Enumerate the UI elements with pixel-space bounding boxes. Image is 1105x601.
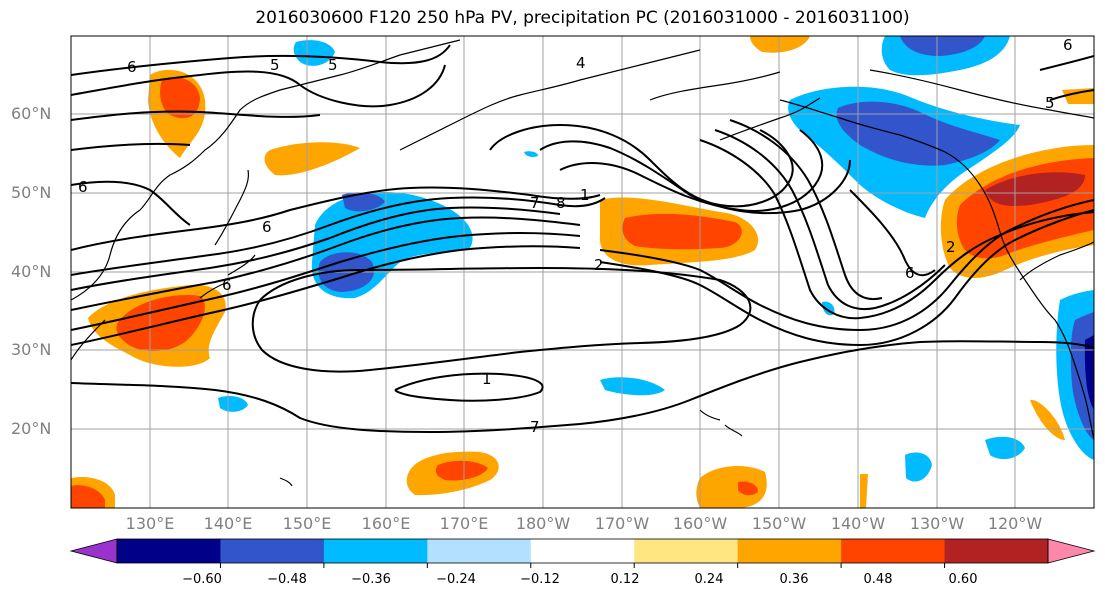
contour-label: 6 — [1063, 36, 1073, 54]
contour-label: 5 — [1045, 94, 1055, 112]
contour-label: 8 — [556, 194, 566, 212]
colorbar-tick-label: −0.36 — [351, 572, 391, 587]
lat-label: 60°N — [11, 104, 52, 123]
map-title: 2016030600 F120 250 hPa PV, precipitatio… — [255, 8, 910, 28]
colorbar-segment — [841, 539, 946, 563]
contour-label: 4 — [576, 54, 586, 72]
lon-label: 180°W — [515, 514, 571, 533]
colorbar-tick-label: 0.24 — [694, 572, 724, 587]
colorbar-segment — [634, 539, 739, 563]
lat-label: 30°N — [11, 340, 52, 359]
lon-label: 140°E — [203, 514, 253, 533]
contour-labels: 6 5 5 4 6 6 7 8 1 2 1 7 6 2 6 5 6 — [78, 36, 1073, 436]
contour-label: 1 — [580, 186, 590, 204]
colorbar-segment — [530, 539, 635, 563]
contour-label: 6 — [905, 264, 915, 282]
contour-label: 5 — [328, 56, 338, 74]
lon-label: 120°W — [987, 514, 1043, 533]
colorbar-tick-label: −0.60 — [182, 572, 222, 587]
colorbar-segment — [944, 539, 1049, 563]
contour-label: 7 — [530, 194, 540, 212]
contour-label: 6 — [222, 276, 232, 294]
coastlines — [71, 39, 1094, 487]
contour-label: 2 — [946, 238, 956, 256]
precipitation-shading — [71, 36, 1094, 508]
contour-label: 6 — [262, 218, 272, 236]
lon-label: 170°E — [439, 514, 489, 533]
pv-contours — [71, 44, 1094, 434]
colorbar-segments — [117, 539, 1049, 563]
colorbar-extend-min — [71, 539, 117, 563]
colorbar-tick-label: 0.12 — [610, 572, 640, 587]
colorbar-segment — [323, 539, 428, 563]
lon-label: 150°E — [282, 514, 332, 533]
colorbar-tick-label: −0.24 — [436, 572, 476, 587]
colorbar-tick-label: 0.48 — [863, 572, 893, 587]
contour-label: 7 — [530, 418, 540, 436]
positive-precip-regions — [71, 36, 1094, 508]
lon-label: 170°W — [594, 514, 650, 533]
colorbar-tick-label: −0.48 — [267, 572, 307, 587]
colorbar-segment — [737, 539, 842, 563]
contour-label: 5 — [270, 56, 280, 74]
lon-label: 130°W — [909, 514, 965, 533]
colorbar-segment — [117, 539, 221, 563]
lat-label: 20°N — [11, 419, 52, 438]
lat-label: 40°N — [11, 262, 52, 281]
lat-label: 50°N — [11, 183, 52, 202]
colorbar-segment — [220, 539, 325, 563]
colorbar — [69, 538, 1096, 568]
graticule — [71, 36, 1094, 508]
contour-label: 6 — [78, 178, 88, 196]
lon-label: 140°W — [830, 514, 886, 533]
lon-label: 160°E — [361, 514, 411, 533]
colorbar-extend-max — [1048, 539, 1094, 563]
contour-label: 1 — [482, 370, 492, 388]
contour-label: 6 — [127, 58, 137, 76]
lon-label: 150°W — [751, 514, 807, 533]
lon-label: 160°W — [672, 514, 728, 533]
colorbar-segment — [427, 539, 532, 563]
colorbar-tick-label: −0.12 — [520, 572, 560, 587]
map-frame — [70, 35, 1095, 509]
colorbar-tick-label: 0.60 — [948, 572, 978, 587]
contour-label: 2 — [594, 256, 604, 274]
lon-label: 130°E — [125, 514, 175, 533]
colorbar-tick-label: 0.36 — [779, 572, 809, 587]
